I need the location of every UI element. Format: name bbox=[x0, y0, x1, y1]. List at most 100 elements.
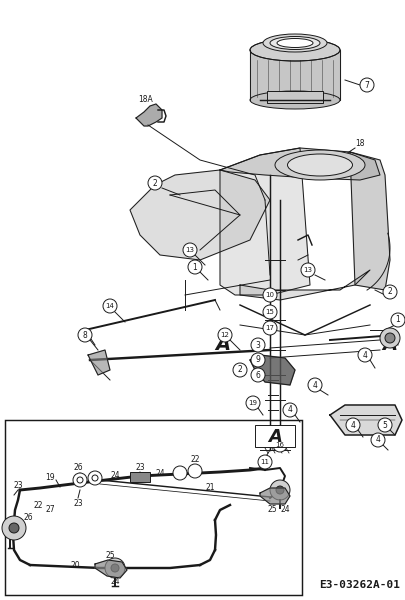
Ellipse shape bbox=[277, 38, 313, 47]
Circle shape bbox=[371, 433, 385, 447]
Circle shape bbox=[270, 480, 290, 500]
Circle shape bbox=[258, 455, 272, 469]
Circle shape bbox=[2, 516, 26, 540]
Text: 15: 15 bbox=[266, 309, 275, 315]
Polygon shape bbox=[250, 355, 295, 385]
Text: 24: 24 bbox=[110, 472, 120, 481]
Polygon shape bbox=[350, 152, 390, 290]
Ellipse shape bbox=[250, 91, 340, 109]
Text: 9: 9 bbox=[256, 355, 260, 364]
Circle shape bbox=[73, 473, 87, 487]
Circle shape bbox=[246, 396, 260, 410]
Text: 19: 19 bbox=[249, 400, 258, 406]
Polygon shape bbox=[130, 170, 270, 260]
Ellipse shape bbox=[263, 34, 327, 52]
Text: 4: 4 bbox=[375, 436, 380, 445]
Circle shape bbox=[88, 471, 102, 485]
Text: A: A bbox=[215, 335, 230, 355]
Bar bbox=[5, 420, 302, 595]
Text: 24: 24 bbox=[110, 577, 120, 587]
Text: 22: 22 bbox=[33, 500, 43, 509]
Circle shape bbox=[308, 378, 322, 392]
Text: 4: 4 bbox=[362, 350, 367, 359]
Text: 21: 21 bbox=[205, 484, 215, 493]
Text: 4: 4 bbox=[313, 380, 318, 389]
Circle shape bbox=[218, 328, 232, 342]
Circle shape bbox=[385, 333, 395, 343]
Ellipse shape bbox=[275, 150, 365, 180]
Bar bbox=[267, 91, 323, 103]
Text: 10: 10 bbox=[266, 292, 275, 298]
Polygon shape bbox=[240, 270, 370, 300]
Text: 26: 26 bbox=[73, 463, 83, 473]
Text: 2: 2 bbox=[153, 179, 158, 187]
Circle shape bbox=[9, 523, 19, 533]
Text: 1: 1 bbox=[193, 263, 197, 271]
Circle shape bbox=[378, 418, 392, 432]
Text: 26: 26 bbox=[23, 514, 33, 523]
Circle shape bbox=[105, 558, 125, 578]
Text: 19: 19 bbox=[45, 473, 55, 481]
Text: 27: 27 bbox=[45, 505, 55, 514]
Text: 16: 16 bbox=[275, 442, 284, 448]
Text: 23: 23 bbox=[13, 481, 23, 491]
Circle shape bbox=[251, 353, 265, 367]
Text: 17: 17 bbox=[266, 325, 275, 331]
Circle shape bbox=[173, 466, 187, 480]
Text: 3: 3 bbox=[256, 340, 260, 349]
Circle shape bbox=[263, 288, 277, 302]
Text: A: A bbox=[268, 428, 282, 446]
Text: 6: 6 bbox=[256, 370, 260, 379]
Circle shape bbox=[111, 564, 119, 572]
Text: 24: 24 bbox=[155, 469, 165, 478]
Text: 22: 22 bbox=[190, 455, 200, 464]
Circle shape bbox=[188, 260, 202, 274]
Text: 23: 23 bbox=[135, 463, 145, 472]
Polygon shape bbox=[220, 148, 310, 295]
Ellipse shape bbox=[288, 154, 352, 176]
Text: 12: 12 bbox=[221, 332, 230, 338]
Text: 5: 5 bbox=[383, 421, 388, 430]
Circle shape bbox=[233, 363, 247, 377]
Circle shape bbox=[346, 418, 360, 432]
Text: 2: 2 bbox=[388, 287, 392, 296]
Text: A: A bbox=[382, 335, 398, 355]
Ellipse shape bbox=[250, 39, 340, 61]
Circle shape bbox=[273, 438, 287, 452]
Bar bbox=[130, 472, 150, 482]
Circle shape bbox=[251, 368, 265, 382]
Text: 4: 4 bbox=[288, 406, 292, 415]
Circle shape bbox=[148, 176, 162, 190]
Circle shape bbox=[301, 263, 315, 277]
Circle shape bbox=[188, 464, 202, 478]
Polygon shape bbox=[220, 148, 380, 180]
Circle shape bbox=[360, 78, 374, 92]
Text: 14: 14 bbox=[106, 303, 115, 309]
Polygon shape bbox=[95, 560, 127, 578]
Text: 25: 25 bbox=[267, 505, 277, 514]
Text: 18A: 18A bbox=[138, 95, 153, 104]
Ellipse shape bbox=[270, 37, 320, 49]
Text: 2: 2 bbox=[238, 365, 242, 374]
Circle shape bbox=[263, 305, 277, 319]
Circle shape bbox=[276, 486, 284, 494]
Bar bbox=[255, 425, 295, 447]
Circle shape bbox=[251, 338, 265, 352]
Circle shape bbox=[283, 403, 297, 417]
Text: 7: 7 bbox=[364, 80, 369, 89]
Text: 13: 13 bbox=[185, 247, 194, 253]
Polygon shape bbox=[260, 488, 290, 504]
Polygon shape bbox=[330, 405, 402, 435]
Polygon shape bbox=[88, 350, 110, 375]
Circle shape bbox=[391, 313, 405, 327]
Polygon shape bbox=[250, 50, 340, 100]
Circle shape bbox=[78, 328, 92, 342]
Text: 20: 20 bbox=[70, 560, 80, 569]
Text: 1: 1 bbox=[396, 316, 401, 325]
Text: 13: 13 bbox=[303, 267, 313, 273]
Text: 18: 18 bbox=[355, 139, 364, 148]
Text: 11: 11 bbox=[260, 459, 269, 465]
Circle shape bbox=[103, 299, 117, 313]
Text: 23: 23 bbox=[73, 499, 83, 508]
Polygon shape bbox=[136, 104, 162, 126]
